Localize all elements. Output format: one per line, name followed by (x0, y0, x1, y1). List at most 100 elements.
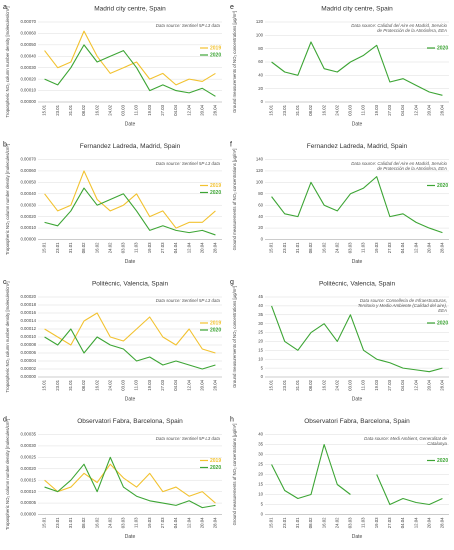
x-tick-label: 24.02 (334, 242, 339, 253)
y-tick-label: 0.00070 (20, 19, 36, 24)
x-tick-label: 11.03 (361, 104, 366, 115)
y-tick-label: 30 (258, 452, 263, 457)
y-tick-label: 80 (258, 191, 263, 196)
y-tick-label: 0.00030 (20, 443, 36, 448)
y-tick-label: 0.00020 (20, 294, 36, 299)
y-tick-label: 0.00010 (20, 88, 36, 93)
x-tick-label: 08.02 (308, 379, 313, 390)
data-source: Data source: Sentinel 5P L3 data (155, 23, 220, 28)
x-tick-label: 12.04 (186, 517, 191, 528)
x-tick-label: 11.03 (134, 379, 139, 390)
x-tick-label: 24.02 (107, 242, 112, 253)
x-tick-label: 20.04 (199, 242, 204, 253)
x-tick-label: 12.04 (413, 104, 418, 115)
x-tick-label: 23.01 (282, 104, 287, 115)
y-tick-label: 0.00000 (20, 237, 36, 242)
y-tick-label: 0.00030 (20, 202, 36, 207)
source-box: Data source: Conselleria de Infraestruct… (357, 298, 447, 314)
series-line (44, 312, 216, 354)
source-box: Data source: Medi Ambient, Generalitat d… (364, 436, 447, 446)
x-tick-label: 16.02 (321, 517, 326, 528)
x-tick-label: 04.04 (173, 517, 178, 528)
x-tick-label: 11.03 (361, 517, 366, 528)
x-axis-label: Date (125, 121, 136, 127)
chart-title: Observatori Fabra, Barcelona, Spain (77, 418, 183, 425)
y-tick-label: 35 (258, 442, 263, 447)
x-tick-label: 11.03 (361, 242, 366, 253)
x-tick-label: 12.04 (186, 379, 191, 390)
x-tick-label: 27.03 (387, 517, 392, 528)
y-axis-label: Tropospheric NO₂ column number density [… (5, 419, 10, 530)
y-tick-label: 25 (258, 462, 263, 467)
x-tick-label: 20.04 (426, 379, 431, 390)
x-tick-label: 23.01 (282, 242, 287, 253)
x-tick-label: 03.03 (348, 517, 353, 528)
data-source: Data source: Conselleria de Infraestruct… (357, 298, 447, 314)
legend-label: 2020 (210, 52, 221, 58)
x-tick-label: 31.01 (295, 104, 300, 115)
legend-label: 2019 (210, 458, 221, 464)
x-tick-label: 28.04 (213, 517, 218, 528)
x-tick-label: 19.03 (147, 104, 152, 115)
series-line (44, 187, 216, 236)
x-tick-label: 04.04 (173, 242, 178, 253)
x-tick-label: 24.02 (334, 517, 339, 528)
x-tick-label: 27.03 (387, 242, 392, 253)
x-tick-label: 27.03 (160, 242, 165, 253)
source-box: Data source: Sentinel 5P L3 data (156, 298, 220, 303)
source-box: Data source: Calidad del Aire en Madrid,… (351, 161, 447, 171)
y-tick-label: 0.00050 (20, 42, 36, 47)
x-tick-label: 04.04 (400, 517, 405, 528)
panel-letter: e (230, 4, 234, 11)
x-tick-label: 19.03 (374, 104, 379, 115)
x-tick-label: 16.02 (94, 379, 99, 390)
x-tick-label: 08.02 (81, 242, 86, 253)
series-line (271, 41, 443, 96)
x-tick-label: 04.04 (400, 242, 405, 253)
x-tick-label: 12.04 (413, 242, 418, 253)
x-tick-label: 11.03 (134, 104, 139, 115)
y-tick-label: 40 (258, 72, 263, 77)
y-tick-label: 20 (258, 339, 263, 344)
y-tick-label: 15 (258, 347, 263, 352)
y-tick-label: 0.00004 (20, 358, 36, 363)
x-tick-label: 27.03 (387, 104, 392, 115)
y-tick-label: 0.00002 (20, 366, 36, 371)
chart-title: Fernandez Ladreda, Madrid, Spain (80, 143, 181, 150)
series-line (44, 456, 216, 509)
x-tick-label: 11.03 (134, 242, 139, 253)
legend-label: 2020 (437, 458, 448, 464)
y-tick-label: 10 (258, 492, 263, 497)
x-tick-label: 15.01 (269, 379, 274, 390)
y-tick-label: 0.00050 (20, 179, 36, 184)
x-tick-label: 28.04 (440, 379, 445, 390)
x-tick-label: 19.03 (147, 517, 152, 528)
x-tick-label: 27.03 (160, 104, 165, 115)
y-tick-label: 0.00018 (20, 302, 36, 307)
x-tick-label: 08.02 (308, 242, 313, 253)
x-tick-label: 27.03 (387, 379, 392, 390)
x-tick-label: 11.03 (361, 379, 366, 390)
panel-letter: c (3, 279, 7, 286)
y-tick-label: 25 (258, 330, 263, 335)
x-tick-label: 04.04 (400, 379, 405, 390)
x-tick-label: 19.03 (147, 242, 152, 253)
x-tick-label: 03.03 (121, 517, 126, 528)
x-tick-label: 15.01 (269, 104, 274, 115)
x-tick-label: 23.01 (55, 104, 60, 115)
y-tick-label: 120 (256, 168, 264, 173)
y-tick-label: 0.00010 (20, 225, 36, 230)
x-tick-label: 28.04 (213, 104, 218, 115)
x-tick-label: 23.01 (282, 517, 287, 528)
x-tick-label: 23.01 (55, 379, 60, 390)
y-tick-label: 0.00020 (20, 214, 36, 219)
y-axis-label: Ground measurements of NO₂ concentration… (232, 424, 237, 526)
x-axis-label: Date (352, 534, 363, 540)
y-axis-label: Ground measurements of NO₂ concentration… (232, 149, 237, 251)
y-axis-label: Tropospheric NO₂ column number density [… (5, 281, 10, 392)
y-tick-label: 0.00020 (20, 76, 36, 81)
panel-letter: d (3, 416, 7, 423)
y-axis-label: Ground measurements of NO₂ concentration… (232, 286, 237, 388)
x-tick-label: 27.03 (160, 517, 165, 528)
